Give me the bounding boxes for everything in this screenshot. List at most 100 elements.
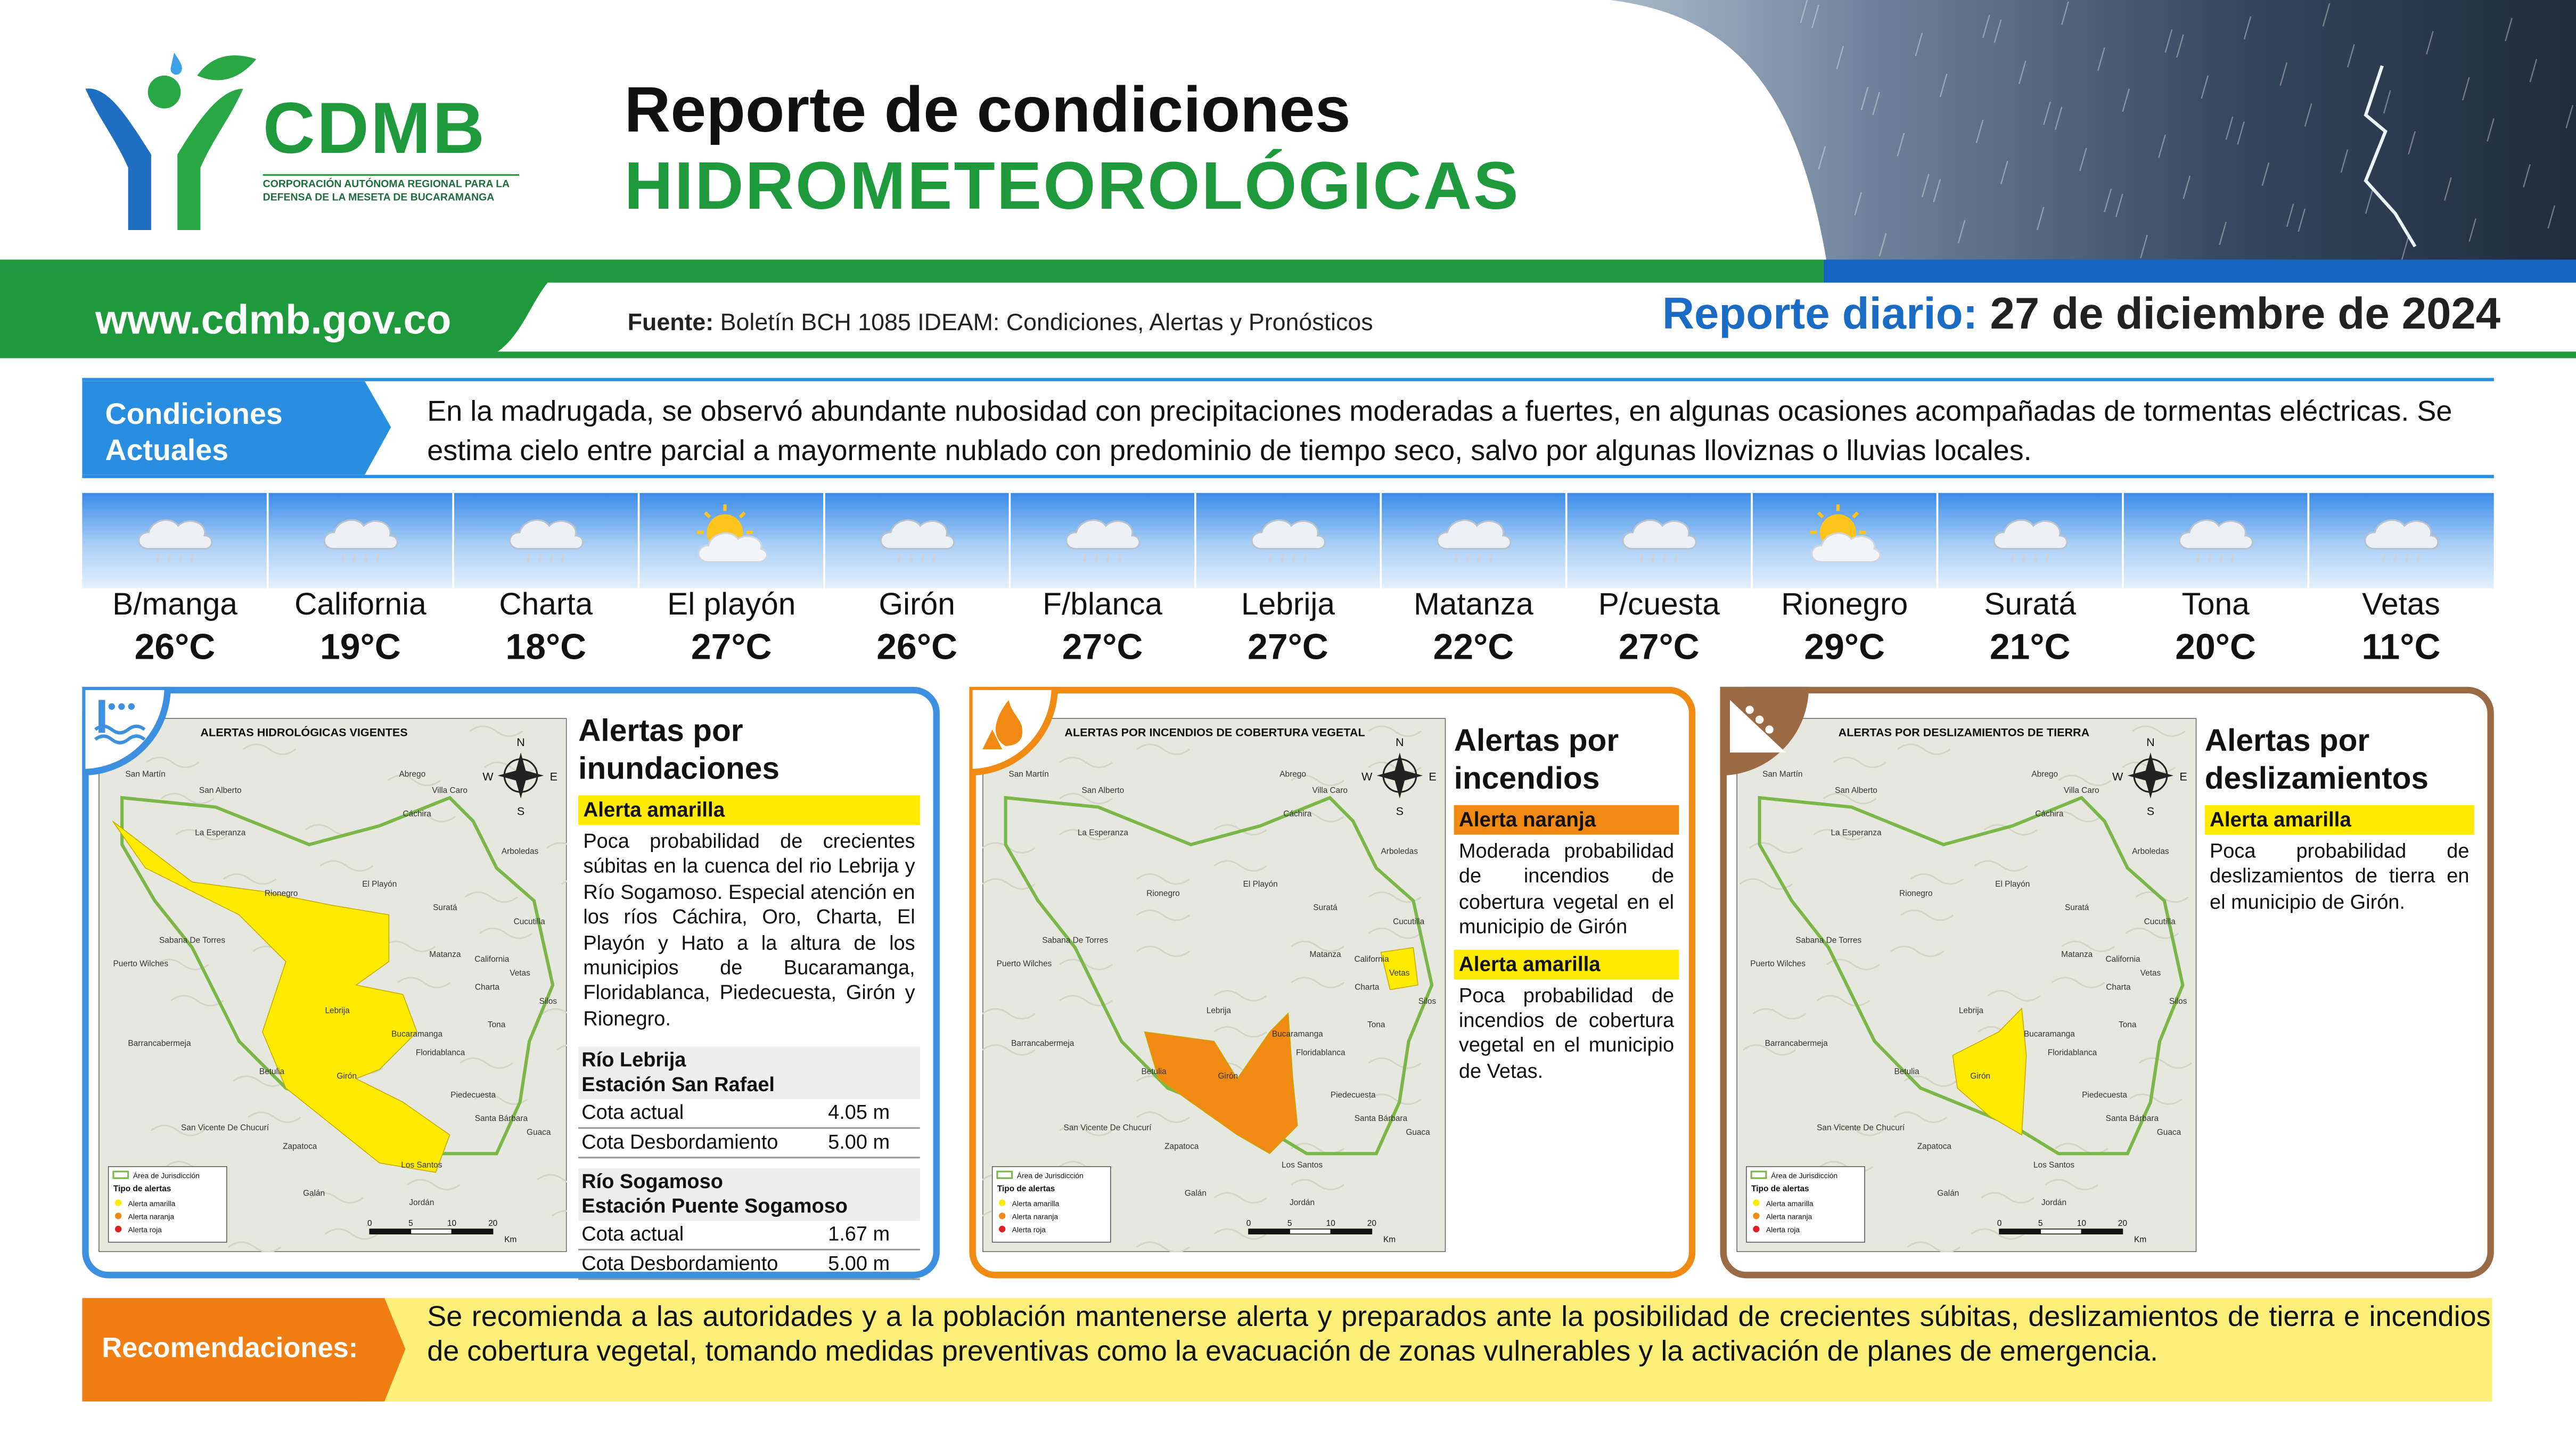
compass-letter: S: [2147, 804, 2154, 817]
rain-streak: [2158, 134, 2166, 158]
compass-letter: W: [482, 770, 494, 783]
city-name: Lebrija: [1241, 588, 1335, 623]
city-temp: 19°C: [320, 626, 401, 667]
compass-letter: S: [517, 804, 524, 817]
city-temp: 18°C: [505, 626, 587, 667]
rain-drop: [1106, 553, 1111, 562]
scale-bar: 0 5 10 20 Km: [1997, 1219, 2146, 1245]
terrain: [242, 743, 297, 755]
town-label: Girón: [1970, 1072, 1990, 1081]
scale-tick: 20: [488, 1219, 497, 1228]
logo-head: [147, 75, 181, 109]
logo-figure-blue: [85, 88, 151, 230]
legend-item: Alerta naranja: [128, 1212, 175, 1221]
rain-streak: [2219, 222, 2227, 245]
recommendations-background: [361, 1298, 2492, 1402]
scale-segment: [2040, 1229, 2082, 1234]
station-river: Río Lebrija: [581, 1049, 686, 1072]
rain-drop: [909, 553, 914, 562]
terrain: [2128, 1093, 2183, 1105]
rain-drop: [1465, 553, 1470, 562]
town-label: Cáchira: [1283, 809, 1312, 818]
map-background: [1736, 718, 2197, 1252]
rain-streak: [2529, 59, 2538, 83]
legend-box: [1746, 1166, 1865, 1243]
terrain: [2045, 1178, 2099, 1191]
legend-jurisdiction: Área de Jurisdicción: [133, 1171, 200, 1180]
terrain: [325, 1228, 379, 1240]
city-temp: 11°C: [2361, 626, 2441, 667]
terrain: [310, 1192, 364, 1204]
scale-unit: Km: [504, 1235, 516, 1245]
town-label: Matanza: [2061, 950, 2093, 959]
city-temp: 21°C: [1989, 626, 2071, 667]
alert-heading: Alertas por deslizamientos: [2204, 724, 2429, 797]
city-name: Matanza: [1413, 588, 1533, 623]
rain-drop: [1083, 553, 1088, 562]
terrain: [1752, 1008, 1806, 1020]
rain-drop: [2405, 553, 2409, 562]
town-label: Santa Bárbara: [1355, 1114, 1408, 1123]
rain-drop: [375, 553, 380, 562]
arrow: [82, 1298, 406, 1402]
legend-box: [108, 1166, 227, 1243]
city-name: Charta: [499, 588, 593, 623]
town-label: Santa Bárbara: [2106, 1114, 2159, 1123]
rain-streak: [1872, 92, 1880, 116]
terrain: [460, 1057, 513, 1069]
report-label: Reporte diario:: [1662, 289, 1978, 339]
town-label: Piedecuesta: [450, 1091, 496, 1100]
town-label: Lebrija: [325, 1006, 350, 1016]
terrain: [170, 995, 224, 1006]
alert-level: Alerta naranja: [1454, 805, 1679, 835]
terrain: [1136, 1111, 1190, 1123]
rain-drop: [2416, 553, 2421, 562]
weather-icon: [509, 519, 584, 562]
compass-star: [2127, 752, 2174, 799]
compass: N S E W: [1361, 735, 1437, 818]
terrain: [319, 860, 374, 872]
terrain: [382, 940, 436, 953]
icon-rock: [1765, 725, 1774, 734]
station-row-label: Cota actual: [581, 1223, 684, 1246]
scale-segment: [2081, 1229, 2123, 1234]
station-row-label: Cota Desbordamiento: [581, 1252, 778, 1276]
rain-drop: [2011, 553, 2015, 562]
weather-icon: [2178, 519, 2254, 562]
alert-area: [1952, 1008, 2027, 1136]
cloud: [509, 519, 584, 550]
rain-streak: [2000, 161, 2008, 184]
town-label: Los Santos: [1282, 1161, 1323, 1170]
town-label: Guaca: [1406, 1128, 1430, 1137]
legend-jurisdiction-swatch: [112, 1170, 129, 1179]
compass-letter: E: [1429, 770, 1436, 783]
town-label: Charta: [1355, 983, 1380, 992]
recommendations-text: Se recomienda a las autoridades y a la p…: [427, 1299, 2491, 1368]
rain-streak: [2243, 16, 2252, 40]
rain-streak: [1836, 46, 1844, 69]
town-label: Vetas: [2140, 969, 2161, 978]
rain-streak: [2261, 162, 2270, 186]
station-name: Estación San Rafael: [581, 1073, 775, 1096]
rain-drop: [1280, 553, 1285, 562]
jurisdiction: [1758, 796, 2185, 1156]
weather-icon: [1251, 519, 1326, 562]
scale-tick: 0: [367, 1219, 372, 1228]
rain-streak: [2164, 29, 2173, 53]
cloud: [1065, 519, 1141, 550]
terrain: [1291, 977, 1344, 988]
terrain: [1971, 1228, 2025, 1240]
rain-streak: [2043, 101, 2051, 125]
terrain: [1742, 1044, 1796, 1056]
terrain: [484, 762, 538, 773]
station-row-value: 4.05 m: [828, 1101, 890, 1125]
terrain: [227, 1241, 282, 1252]
rain-streak: [1982, 14, 1990, 38]
terrain: [175, 829, 229, 841]
terrain: [223, 873, 277, 885]
station-row-value: 1.67 m: [828, 1223, 890, 1246]
title-line-2: HIDROMETEOROLÓGICAS: [624, 148, 1520, 224]
station-name: Estación Puente Sogamoso: [581, 1194, 848, 1218]
station-row-value: 5.00 m: [828, 1131, 890, 1154]
scale-tick: 20: [2118, 1219, 2127, 1228]
